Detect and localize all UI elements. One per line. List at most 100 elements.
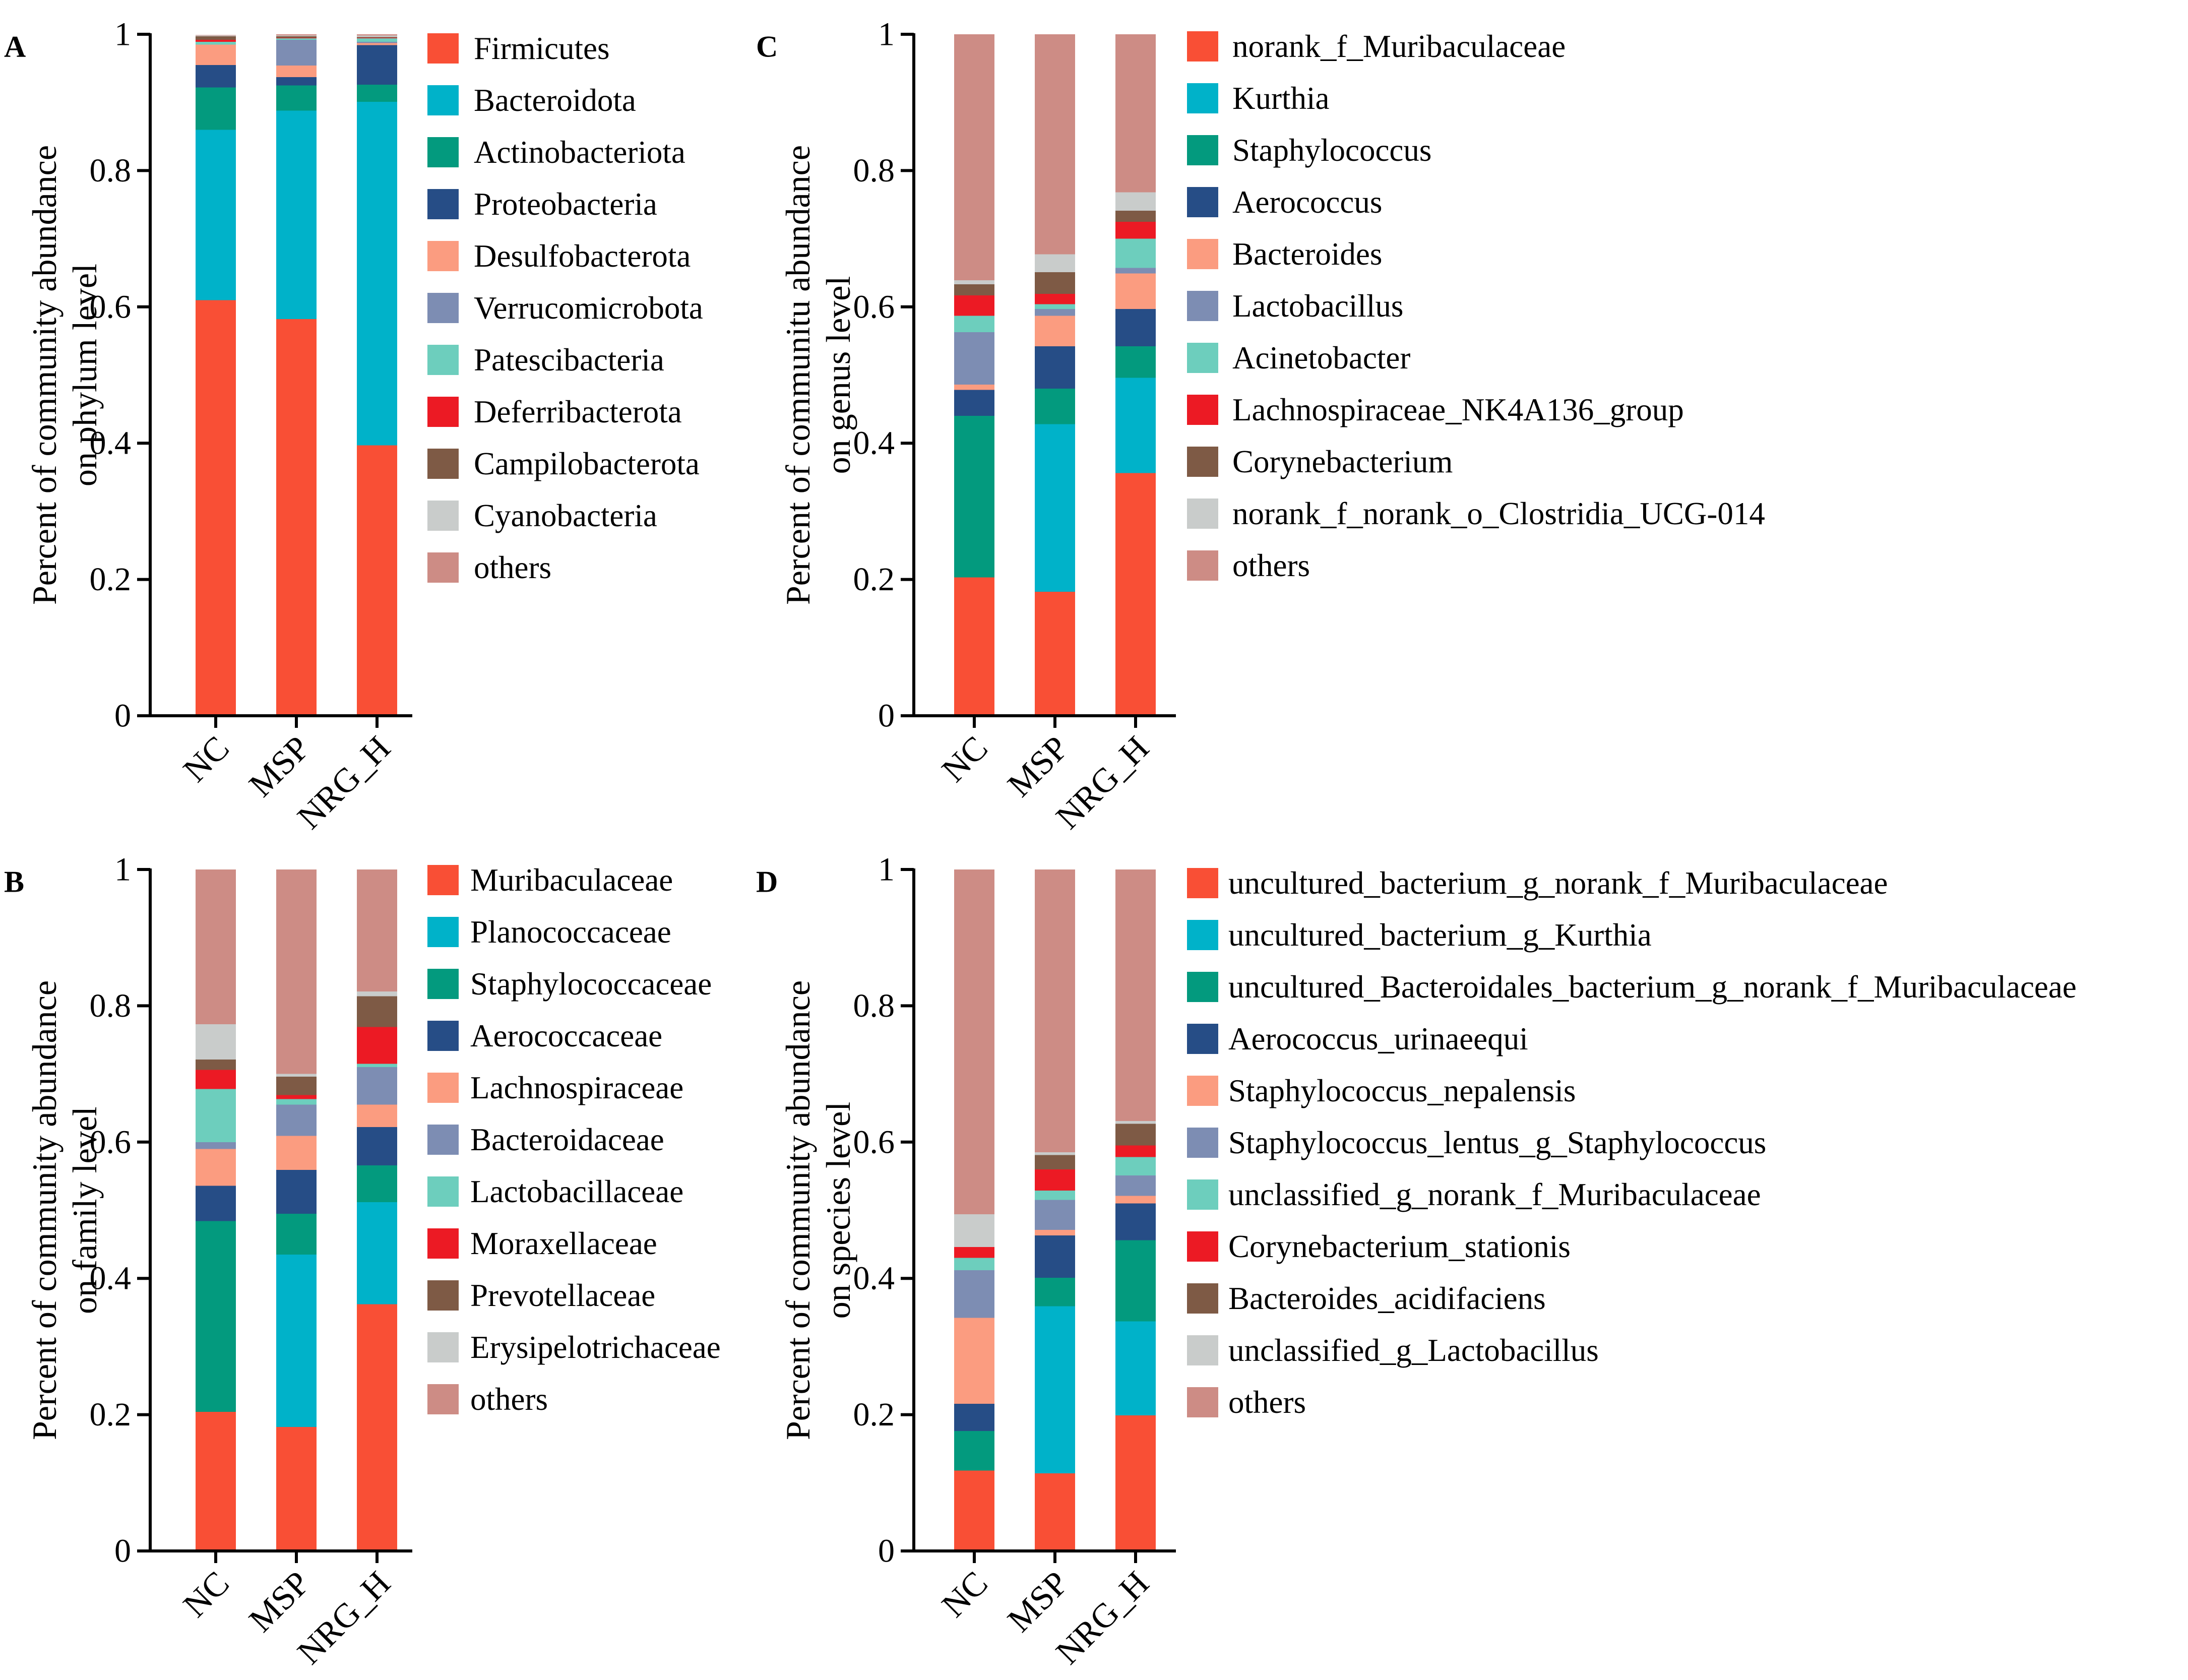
legend-swatch-c [1187, 239, 1218, 269]
bar-segment-d-nc-9 [954, 1214, 994, 1248]
legend-label-b: Lachnospiraceae [470, 1070, 683, 1105]
bar-segment-d-nrg-h-3 [1115, 1203, 1156, 1240]
bar-segment-c-nrg-h-5 [1115, 268, 1156, 274]
bar-segment-b-msp-8 [276, 1077, 317, 1095]
bar-segment-c-nrg-h-0 [1115, 473, 1156, 716]
bar-segment-b-nrg-h-5 [357, 1067, 397, 1105]
bar-segment-d-nrg-h-5 [1115, 1175, 1156, 1196]
y-tick-label-d: 0.4 [853, 1260, 895, 1297]
bar-segment-d-nc-7 [954, 1247, 994, 1258]
y-tick-label-b: 0.8 [90, 987, 132, 1024]
legend-label-b: Moraxellaceae [470, 1226, 657, 1261]
bar-segment-c-msp-0 [1035, 591, 1075, 716]
bar-segment-c-nc-10 [954, 34, 994, 281]
bar-segment-c-nrg-h-10 [1115, 34, 1156, 193]
bar-segment-c-msp-8 [1035, 272, 1075, 294]
bar-segment-b-nc-8 [196, 1060, 236, 1070]
bar-segment-d-msp-10 [1035, 869, 1075, 1153]
bar-segment-b-nc-9 [196, 1024, 236, 1060]
bar-segment-d-msp-5 [1035, 1200, 1075, 1230]
legend-swatch-d [1187, 868, 1218, 898]
bar-segment-a-nrg-h-6 [357, 38, 397, 42]
y-tick-label-b: 0.6 [90, 1124, 132, 1160]
bar-segment-c-msp-2 [1035, 389, 1075, 424]
bar-segment-c-nc-4 [954, 384, 994, 390]
bar-segment-b-nc-3 [196, 1186, 236, 1221]
bar-segment-b-nc-7 [196, 1070, 236, 1089]
bar-segment-a-nc-2 [196, 87, 236, 130]
bar-segment-b-nc-10 [196, 869, 236, 1024]
y-axis-title-d: Percent of community abundance [779, 980, 817, 1440]
legend-label-d: unclassified_g_norank_f_Muribaculaceae [1228, 1177, 1761, 1212]
bar-segment-c-msp-7 [1035, 294, 1075, 304]
legend-label-d: Staphylococcus_nepalensis [1228, 1073, 1576, 1108]
legend-swatch-c [1187, 550, 1218, 581]
legend-label-c: Bacteroides [1232, 236, 1382, 272]
bar-segment-c-nc-9 [954, 280, 994, 285]
legend-a: Firmicutes Bacteroidota Actinobacteriota Pr… [427, 31, 703, 585]
bar-segment-a-msp-3 [276, 77, 317, 86]
bar-segment-a-msp-0 [276, 319, 317, 716]
bar-segment-c-msp-4 [1035, 316, 1075, 347]
bar-segment-c-nrg-h-3 [1115, 308, 1156, 347]
bar-segment-c-msp-6 [1035, 304, 1075, 309]
legend-label-c: Acinetobacter [1232, 340, 1410, 376]
bar-segment-b-nrg-h-8 [357, 996, 397, 1027]
y-tick-label-c: 0.4 [853, 425, 895, 462]
panel-a-label: A [4, 30, 26, 63]
bar-segment-b-msp-2 [276, 1213, 317, 1255]
legend-swatch-b [427, 917, 459, 947]
bar-segment-c-nc-0 [954, 577, 994, 716]
legend-label-d: others [1228, 1385, 1306, 1420]
y-tick-label-d: 0.6 [853, 1124, 895, 1160]
x-category-label-c: NC [934, 728, 995, 789]
legend-label-b: Prevotellaceae [470, 1278, 655, 1313]
legend-label-d: uncultured_bacterium_g_Kurthia [1228, 917, 1652, 953]
legend-label-c: Corynebacterium [1232, 444, 1453, 479]
bar-segment-a-msp-1 [276, 110, 317, 320]
bar-segment-d-nrg-h-0 [1115, 1415, 1156, 1551]
legend-swatch-d [1187, 1024, 1218, 1054]
legend-swatch-a [427, 345, 459, 375]
legend-swatch-c [1187, 291, 1218, 321]
y-tick-label-b: 0 [114, 1533, 131, 1570]
bar-segment-b-msp-10 [276, 869, 317, 1074]
bar-segment-c-nc-3 [954, 390, 994, 416]
y-axis-title-c: Percent of communitu abundance [779, 145, 817, 605]
legend-label-d: Corynebacterium_stationis [1228, 1229, 1571, 1264]
bar-segment-b-nc-4 [196, 1149, 236, 1186]
legend-swatch-c [1187, 343, 1218, 373]
bar-segment-a-msp-8 [276, 36, 317, 38]
legend-swatch-a [427, 501, 459, 531]
y-tick-label-d: 0 [878, 1533, 895, 1570]
bar-segment-b-nc-6 [196, 1089, 236, 1142]
legend-label-a: Bacteroidota [474, 83, 636, 118]
bar-segment-d-nrg-h-7 [1115, 1145, 1156, 1157]
bar-segment-b-msp-0 [276, 1426, 317, 1551]
bar-segment-a-msp-6 [276, 38, 317, 40]
legend-swatch-d [1187, 1387, 1218, 1417]
legend-label-d: uncultured_Bacteroidales_bacterium_g_nor… [1228, 969, 2077, 1005]
legend-swatch-d [1187, 1128, 1218, 1158]
legend-label-a: Actinobacteriota [474, 135, 685, 170]
x-category-label-b: NC [175, 1564, 236, 1625]
legend-label-a: Campilobacterota [474, 446, 700, 481]
legend-label-d: unclassified_g_Lactobacillus [1228, 1333, 1599, 1368]
legend-label-a: Deferribacterota [474, 394, 682, 429]
legend-label-b: Lactobacillaceae [470, 1174, 683, 1209]
legend-swatch-c [1187, 395, 1218, 425]
y-tick-label-a: 0.6 [90, 288, 132, 325]
bar-segment-c-msp-10 [1035, 34, 1075, 255]
bar-segment-d-nrg-h-9 [1115, 1121, 1156, 1124]
bar-segment-d-msp-0 [1035, 1473, 1075, 1551]
bar-segment-c-msp-3 [1035, 346, 1075, 389]
bar-segment-c-msp-5 [1035, 308, 1075, 316]
legend-b: Muribaculaceae Planococcaceae Staphylococc… [427, 862, 721, 1417]
legend-label-a: Verrucomicrobota [474, 290, 703, 326]
bar-segment-b-nrg-h-1 [357, 1202, 397, 1304]
bar-segment-d-nc-0 [954, 1470, 994, 1551]
bar-segment-a-msp-10 [276, 34, 317, 36]
x-category-label-d: NC [934, 1564, 995, 1625]
